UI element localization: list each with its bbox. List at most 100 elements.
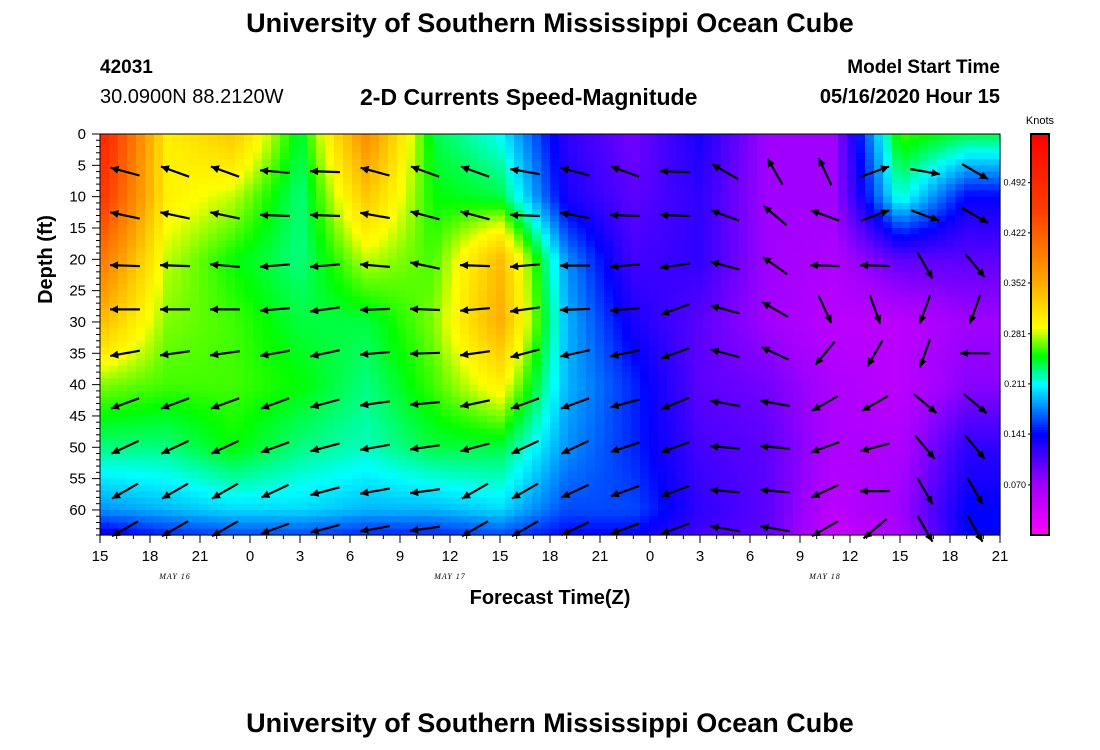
heatmap-cell: [667, 334, 677, 342]
heatmap-cell: [379, 309, 389, 317]
heatmap-cell: [640, 221, 650, 229]
heatmap-cell: [235, 165, 245, 173]
heatmap-cell: [181, 146, 191, 154]
heatmap-cell: [388, 328, 398, 336]
heatmap-cell: [595, 278, 605, 285]
heatmap-cell: [865, 227, 875, 235]
heatmap-cell: [820, 177, 830, 185]
heatmap-cell: [334, 165, 344, 173]
heatmap-cell: [343, 321, 353, 329]
heatmap-cell: [865, 215, 875, 223]
heatmap-cell: [127, 159, 137, 166]
heatmap-cell: [460, 152, 470, 160]
heatmap-cell: [487, 422, 497, 430]
heatmap-cell: [721, 415, 731, 423]
heatmap-cell: [172, 359, 182, 367]
heatmap-cell: [109, 409, 119, 417]
heatmap-cell: [856, 409, 866, 417]
heatmap-cell: [721, 165, 731, 173]
heatmap-cell: [361, 347, 371, 354]
heatmap-cell: [919, 428, 929, 436]
heatmap-cell: [424, 171, 434, 179]
heatmap-cell: [361, 378, 371, 386]
heatmap-cell: [919, 365, 929, 373]
heatmap-cell: [217, 428, 227, 436]
heatmap-cell: [523, 296, 533, 304]
heatmap-cell: [757, 240, 767, 248]
heatmap-cell: [595, 384, 605, 392]
heatmap-cell: [892, 159, 902, 166]
heatmap-cell: [460, 234, 470, 242]
heatmap-cell: [289, 296, 299, 304]
heatmap-cell: [613, 146, 623, 154]
heatmap-cell: [658, 328, 668, 336]
heatmap-cell: [748, 441, 758, 448]
heatmap-cell: [631, 303, 641, 311]
heatmap-cell: [388, 265, 398, 273]
heatmap-cell: [613, 171, 623, 179]
heatmap-cell: [649, 177, 659, 185]
heatmap-cell: [712, 296, 722, 304]
heatmap-cell: [694, 415, 704, 423]
heatmap-cell: [739, 165, 749, 173]
heatmap-cell: [235, 234, 245, 242]
heatmap-cell: [883, 328, 893, 336]
heatmap-cell: [550, 215, 560, 223]
heatmap-cell: [622, 434, 632, 442]
heatmap-cell: [235, 215, 245, 223]
heatmap-cell: [838, 190, 848, 198]
heatmap-cell: [703, 184, 713, 191]
heatmap-cell: [127, 390, 137, 398]
heatmap-cell: [154, 384, 164, 392]
heatmap-cell: [982, 409, 992, 417]
heatmap-cell: [100, 134, 110, 141]
heatmap-cell: [136, 359, 146, 367]
heatmap-cell: [145, 171, 155, 179]
heatmap-cell: [514, 434, 524, 442]
heatmap-cell: [667, 296, 677, 304]
heatmap-cell: [487, 284, 497, 292]
heatmap-cell: [775, 209, 785, 217]
heatmap-cell: [955, 184, 965, 191]
heatmap-cell: [676, 296, 686, 304]
heatmap-cell: [181, 246, 191, 254]
heatmap-cell: [919, 378, 929, 386]
heatmap-cell: [451, 441, 461, 448]
heatmap-cell: [172, 365, 182, 373]
heatmap-cell: [946, 284, 956, 292]
heatmap-cell: [145, 134, 155, 141]
heatmap-cell: [775, 415, 785, 423]
heatmap-cell: [847, 328, 857, 336]
heatmap-cell: [892, 271, 902, 279]
heatmap-cell: [388, 234, 398, 242]
heatmap-cell: [190, 315, 200, 323]
heatmap-cell: [352, 296, 362, 304]
heatmap-cell: [865, 390, 875, 398]
heatmap-cell: [397, 384, 407, 392]
heatmap-cell: [901, 290, 911, 298]
heatmap-cell: [847, 190, 857, 198]
heatmap-cell: [433, 290, 443, 298]
heatmap-cell: [397, 278, 407, 285]
heatmap-cell: [505, 309, 515, 317]
heatmap-cell: [343, 303, 353, 311]
heatmap-cell: [226, 259, 236, 267]
heatmap-cell: [172, 372, 182, 379]
heatmap-cell: [289, 202, 299, 210]
heatmap-cell: [325, 259, 335, 267]
heatmap-cell: [541, 296, 551, 304]
heatmap-cell: [883, 403, 893, 411]
heatmap-cell: [370, 347, 380, 354]
heatmap-cell: [190, 441, 200, 448]
heatmap-cell: [892, 227, 902, 235]
heatmap-cell: [667, 271, 677, 279]
heatmap-cell: [883, 184, 893, 191]
heatmap-cell: [496, 303, 506, 311]
heatmap-cell: [370, 397, 380, 405]
heatmap-cell: [739, 397, 749, 405]
heatmap-cell: [622, 328, 632, 336]
heatmap-cell: [406, 271, 416, 279]
heatmap-cell: [235, 171, 245, 179]
heatmap-cell: [487, 347, 497, 354]
heatmap-cell: [298, 303, 308, 311]
